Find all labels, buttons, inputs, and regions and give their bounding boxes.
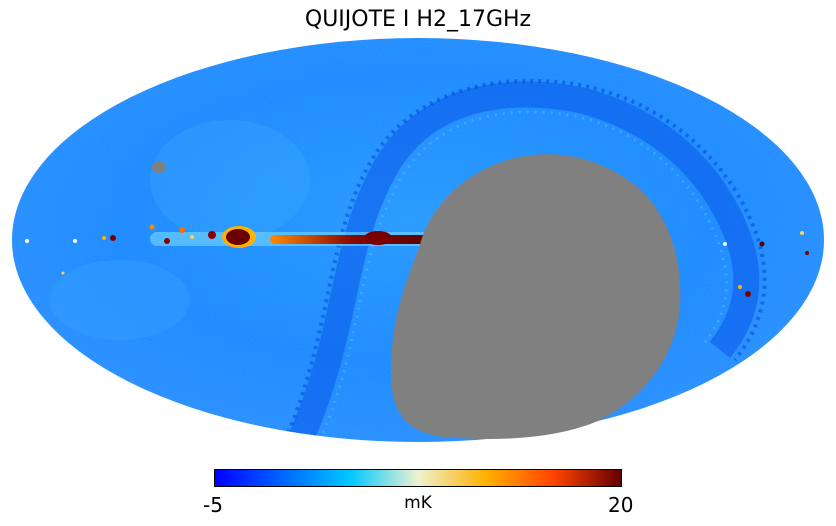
sky-patch	[50, 260, 190, 340]
galactic-band-core	[270, 235, 430, 244]
point-source	[745, 291, 751, 297]
sky-patch	[150, 120, 310, 240]
point-source	[149, 224, 155, 230]
point-source	[179, 227, 185, 233]
colorbar-max-label: 20	[608, 493, 634, 517]
colorbar-unit-label: mK	[404, 493, 432, 513]
map-title: QUIJOTE I H2_17GHz	[304, 7, 532, 32]
point-source	[800, 231, 804, 235]
point-source	[738, 285, 742, 289]
masked-patch-small	[152, 161, 166, 173]
galactic-blob	[226, 229, 250, 245]
point-source	[73, 239, 77, 243]
point-source	[61, 271, 65, 275]
galactic-plane	[25, 224, 809, 297]
scan-arc-edge	[283, 78, 767, 441]
point-source	[723, 242, 727, 246]
point-source	[102, 236, 106, 240]
point-source	[25, 239, 29, 243]
point-source	[208, 231, 216, 239]
point-source	[190, 235, 194, 239]
masked-region	[390, 154, 681, 439]
colorbar-min-label: -5	[203, 493, 223, 517]
galactic-blob	[364, 231, 392, 245]
point-source	[759, 241, 765, 247]
scan-arc-band	[288, 81, 760, 442]
point-source	[110, 235, 116, 241]
point-source	[164, 238, 170, 244]
point-source	[805, 251, 809, 255]
colorbar	[214, 469, 622, 487]
